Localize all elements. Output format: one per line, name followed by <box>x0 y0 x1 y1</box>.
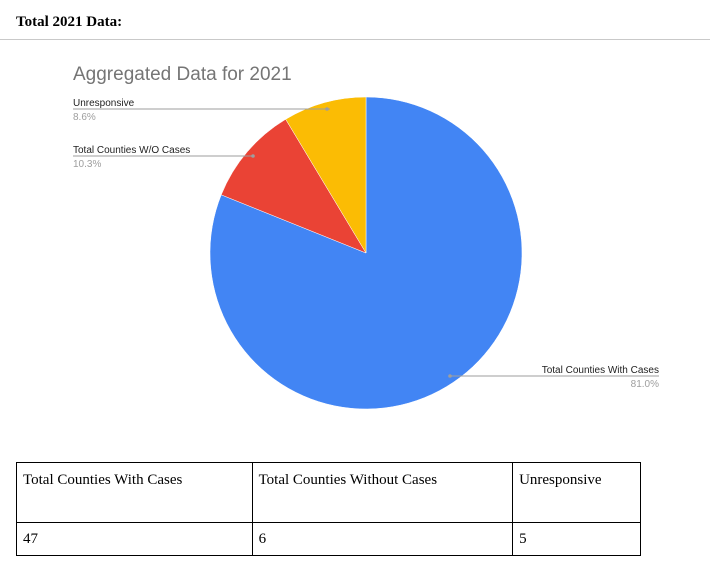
table-row: 47 6 5 <box>16 522 641 556</box>
table-header-cell: Total Counties With Cases <box>16 462 253 523</box>
table-cell: 47 <box>16 522 253 556</box>
table-cell: 6 <box>251 522 514 556</box>
leader-dot-without-cases <box>251 154 255 158</box>
divider <box>0 39 710 40</box>
section-heading: Total 2021 Data: <box>16 14 123 30</box>
slice-percent-with-cases: 81.0% <box>631 379 659 390</box>
chart-title: Aggregated Data for 2021 <box>73 64 292 85</box>
table-header-cell: Unresponsive <box>512 462 641 523</box>
pie-slice-without-cases <box>220 118 367 254</box>
pie-chart: Aggregated Data for 2021 Unresponsive 8.… <box>73 64 659 410</box>
pie-slice-unresponsive <box>285 96 367 254</box>
leader-dot-unresponsive <box>325 107 329 111</box>
pie-slice-with-cases <box>209 96 523 410</box>
leader-dot-with-cases <box>448 374 452 378</box>
pie-slices <box>209 96 523 410</box>
slice-percent-without-cases: 10.3% <box>73 159 101 170</box>
table-cell: 5 <box>512 522 641 556</box>
table-header-row: Total Counties With Cases Total Counties… <box>16 462 641 523</box>
data-table: Total Counties With Cases Total Counties… <box>16 462 641 556</box>
slice-label-with-cases: Total Counties With Cases <box>542 365 659 376</box>
slice-label-without-cases: Total Counties W/O Cases <box>73 145 190 156</box>
slice-label-unresponsive: Unresponsive <box>73 98 135 109</box>
slice-percent-unresponsive: 8.6% <box>73 112 96 123</box>
table-header-cell: Total Counties Without Cases <box>251 462 514 523</box>
